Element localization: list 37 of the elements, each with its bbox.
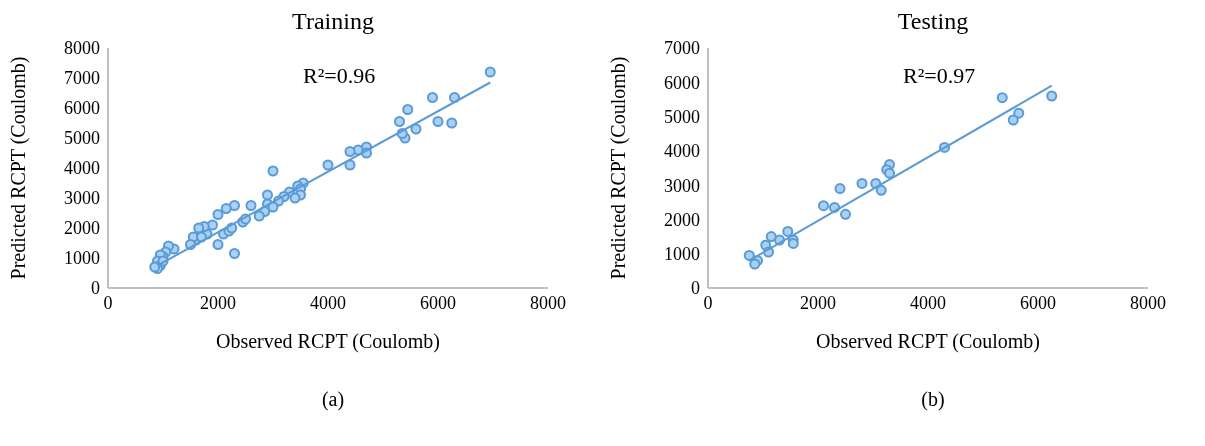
y-tick-label: 4000 <box>64 158 100 179</box>
y-axis-title: Predicted RCPT (Coulomb) <box>7 56 31 280</box>
x-tick-label: 2000 <box>200 292 236 313</box>
y-tick-label: 2000 <box>64 218 100 239</box>
x-tick-label: 0 <box>703 292 713 313</box>
x-tick-label: 8000 <box>530 292 566 313</box>
x-tick-label: 0 <box>103 292 113 313</box>
y-tick-label: 7000 <box>664 38 700 59</box>
y-tick-label: 7000 <box>64 68 100 89</box>
chart-title: Training <box>291 8 375 36</box>
y-tick-label: 6000 <box>64 98 100 119</box>
x-tick-label: 4000 <box>310 292 346 313</box>
y-tick-label: 6000 <box>664 72 700 93</box>
x-tick-label: 4000 <box>910 292 946 313</box>
y-tick-label: 1000 <box>664 244 700 265</box>
y-tick-label: 5000 <box>664 106 700 127</box>
y-tick-label: 0 <box>91 278 100 299</box>
y-tick-label: 4000 <box>664 141 700 162</box>
y-tick-label: 3000 <box>664 175 700 196</box>
x-axis-title: Observed RCPT (Coulomb) <box>215 330 441 353</box>
annotation: R²=0.96 <box>303 63 376 89</box>
y-tick-label: 3000 <box>64 188 100 209</box>
x-tick-label: 6000 <box>420 292 456 313</box>
y-tick-label: 1000 <box>64 248 100 269</box>
x-tick-label: 6000 <box>1020 292 1056 313</box>
text: (a) <box>320 388 346 411</box>
y-tick-label: 8000 <box>64 38 100 59</box>
x-tick-label: 8000 <box>1130 292 1166 313</box>
x-tick-label: 2000 <box>800 292 836 313</box>
chart-title: Testing <box>896 8 970 36</box>
y-tick-label: 2000 <box>664 209 700 230</box>
y-tick-label: 0 <box>691 278 700 299</box>
x-axis-title: Observed RCPT (Coulomb) <box>815 330 1041 353</box>
text: (b) <box>920 388 946 411</box>
y-axis-title: Predicted RCPT (Coulomb) <box>607 56 631 280</box>
annotation: R²=0.97 <box>903 63 976 89</box>
y-tick-label: 5000 <box>64 128 100 149</box>
